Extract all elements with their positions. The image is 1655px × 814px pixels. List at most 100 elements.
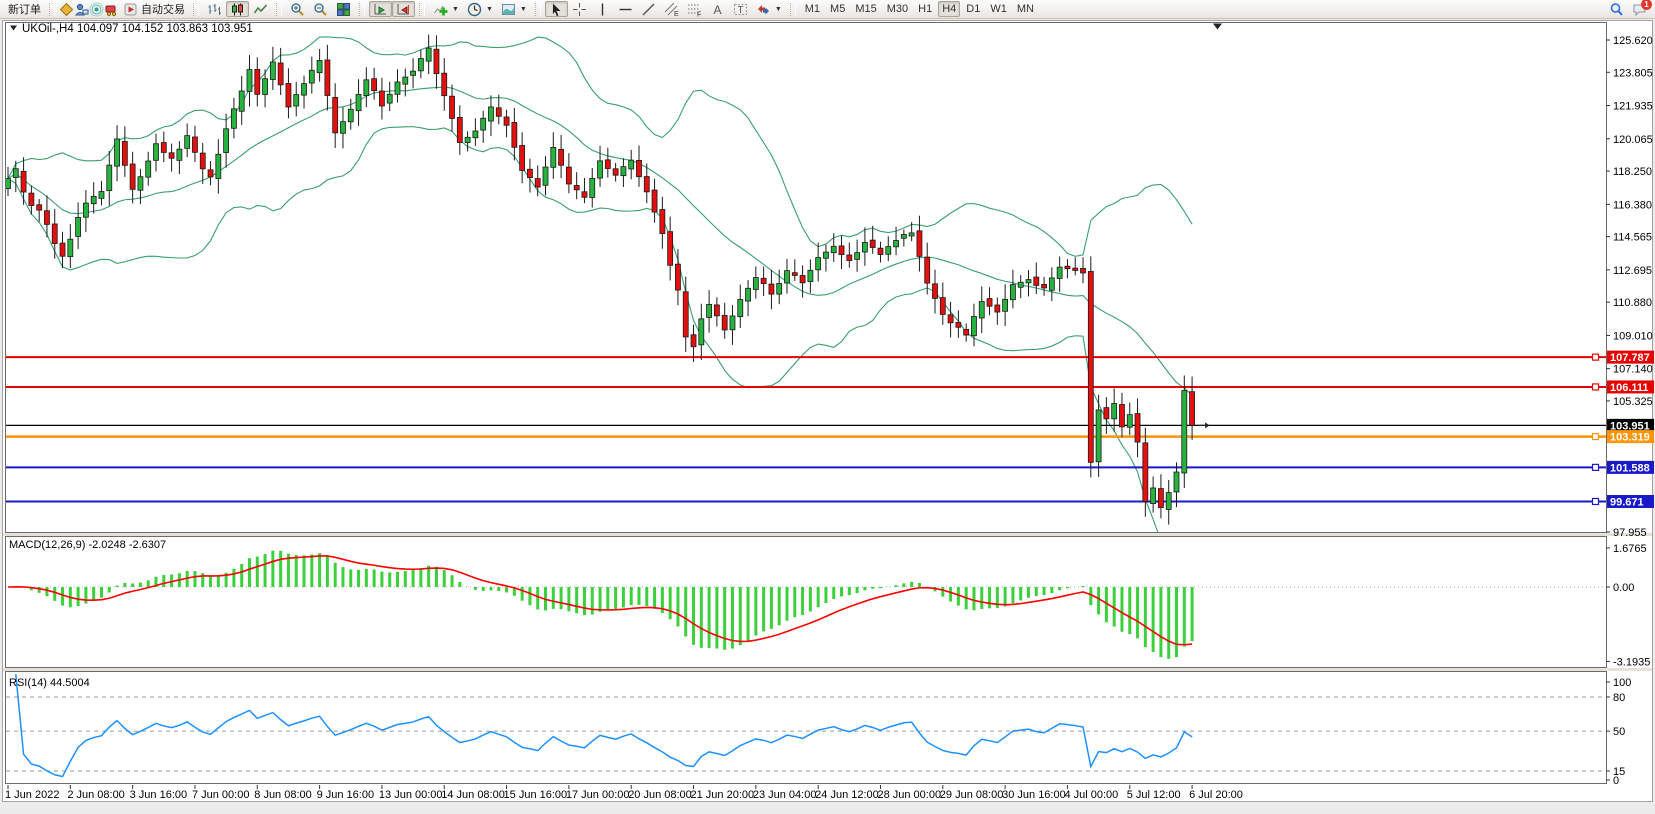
bar-chart-button[interactable] [203,1,226,17]
chart-shift-button[interactable] [392,1,415,17]
horizontal-line-button[interactable] [614,1,637,17]
main-plot-background[interactable] [6,22,1606,533]
cursor-button[interactable] [544,1,568,17]
search-icon [1609,2,1624,17]
candle-body [784,270,790,284]
hline-handle[interactable] [1591,353,1600,361]
timeframe-button-M30[interactable]: M30 [883,1,912,17]
crosshair-button[interactable] [568,1,591,17]
notifications-button[interactable]: 1 [1628,0,1652,17]
search-button[interactable] [1605,1,1628,17]
timeframe-button-H1[interactable]: H1 [914,1,936,17]
candle-body [589,177,596,198]
toolbar-separator [419,2,425,16]
candle-body [1080,268,1086,274]
candle-body [612,168,619,176]
time-axis-label: 24 Jun 12:00 [815,789,879,801]
zoom-in-button[interactable] [286,1,309,17]
hline-handle[interactable] [1591,383,1600,391]
panel-separator[interactable] [3,533,1652,536]
zoom-out-button[interactable] [309,1,332,17]
equidistant-channel-button[interactable]: E [660,1,683,17]
signals-icon[interactable] [89,2,104,17]
rsi-background[interactable] [6,671,1606,784]
candle-body [955,322,962,328]
timeframe-button-W1[interactable]: W1 [986,1,1011,17]
timeframe-button-M1[interactable]: M1 [801,1,824,17]
candle-body [121,141,128,166]
time-axis-label: 6 Jul 20:00 [1189,789,1243,801]
time-axis[interactable]: 1 Jun 2022 2 Jun 08:00 3 Jun 16:00 7 Jun 00… [5,785,1606,801]
candle-body [1189,391,1195,426]
fibonacci-button[interactable]: F [683,1,706,17]
candle-body [1165,492,1172,510]
auto-scroll-button[interactable] [369,1,392,17]
candle-body [371,78,378,91]
candlestick-chart-button[interactable] [226,1,249,17]
hline-handle[interactable] [1591,433,1600,441]
trendline-button[interactable] [637,1,660,17]
hline-price-label: 101.588 [1610,462,1650,474]
price-axis-label: 118.250 [1613,166,1652,178]
price-axis[interactable]: 1.6765 0.00 -3.1935 100 80 50 150 125.620 123.80… [1606,35,1654,787]
candle-body [269,61,276,80]
candle-body [355,93,362,112]
time-axis-background[interactable] [6,785,1606,801]
candlestick-chart-icon [230,2,245,17]
macd-panel[interactable] [6,536,1606,668]
candle-body [1072,267,1079,271]
add-indicator-button[interactable]: ▼ [429,1,463,17]
candle-body [916,230,923,257]
candle-body [885,246,892,255]
candle-body [815,257,822,271]
dropdown-caret-icon: ▼ [452,5,459,13]
main-panel[interactable] [6,22,1606,533]
chart-shift-marker-icon[interactable] [1213,23,1222,30]
candle-body [6,178,11,190]
candle-body [643,176,650,193]
hline-handle[interactable] [1591,497,1600,506]
line-chart-icon [253,2,268,17]
candle-body [441,72,448,97]
panel-separator[interactable] [3,668,1652,671]
time-axis-label: 13 Jun 00:00 [379,789,443,801]
candle-body [231,108,237,129]
templates-button[interactable]: ▼ [497,1,531,17]
text-button[interactable]: A [706,1,729,17]
price-axis-label: 120.065 [1613,134,1653,146]
hline-handle[interactable] [1591,463,1600,471]
candle-body [900,234,907,239]
candle-body [340,121,346,134]
market-icon[interactable] [104,2,119,17]
vertical-line-button[interactable] [591,1,614,17]
candle-body [20,170,27,193]
timeframe-button-D1[interactable]: D1 [962,1,984,17]
text-label-icon: T [733,2,748,17]
candle-body [488,106,494,122]
line-chart-button[interactable] [249,1,272,17]
timeframe-button-M5[interactable]: M5 [826,1,849,17]
chart-dropdown-triangle-icon[interactable] [10,25,17,31]
candle-body [223,128,230,153]
terminal-icon[interactable] [74,2,89,17]
candle-body [932,283,938,299]
timeframe-button-H4[interactable]: H4 [938,1,961,17]
candle-body [713,304,720,317]
tile-windows-button[interactable] [332,1,355,17]
autotrading-button[interactable]: 自动交易 [119,1,189,17]
rsi-panel[interactable] [6,671,1606,784]
text-label-button[interactable]: T [729,1,752,17]
macd-background[interactable] [6,536,1606,668]
periods-button[interactable]: ▼ [463,1,497,17]
timeframe-button-M15[interactable]: M15 [851,1,880,17]
new-order-button[interactable]: 新订单 [4,1,45,17]
candle-body [316,60,323,74]
timeframe-button-MN[interactable]: MN [1013,1,1038,17]
svg-text:E: E [674,11,679,17]
candle-body [737,299,744,318]
profiles-icon[interactable] [59,2,74,17]
candle-body [604,159,611,169]
candle-body [433,48,440,75]
arrows-button[interactable]: ▼ [752,1,786,17]
